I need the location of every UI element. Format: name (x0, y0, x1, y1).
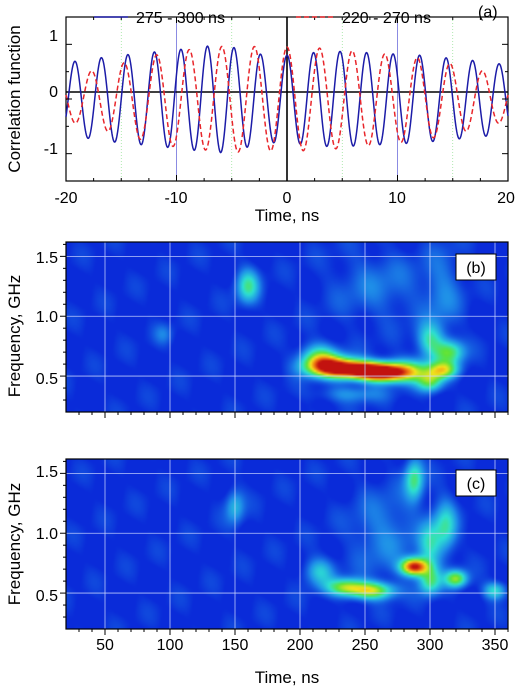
panel-c-xtick-label: 200 (287, 637, 314, 654)
panel-b-ytick-label: 0.5 (36, 371, 58, 388)
panel-c-xtick-label: 250 (352, 637, 379, 654)
legend: 275 - 300 ns 220 - 270 ns (94, 10, 431, 27)
panel-a-xtick-label: 20 (497, 190, 515, 207)
panel-c-xaxis-title: Time, ns (255, 668, 320, 687)
panel-b-tag-box (455, 253, 497, 281)
panel-c-gridlines (66, 459, 508, 629)
series-275-300-line (65, 45, 509, 154)
series-220-270-line (65, 45, 509, 153)
panel-b: (b) 1.5 1.0 0.5 Frequency, GHz (5, 241, 509, 418)
legend-label-series-1: 275 - 300 ns (136, 10, 225, 27)
panel-a-ytick-label: 1 (49, 28, 58, 45)
panel-c-xtick-label: 150 (222, 637, 249, 654)
panel-a-xtick-label: -10 (164, 190, 187, 207)
panel-c-tag: (c) (467, 476, 486, 493)
panel-c-ytick-label: 1.5 (36, 464, 58, 481)
panel-a-ytick-label: -1 (44, 141, 58, 158)
panel-b-heatmap (66, 242, 508, 412)
panel-a-xtick-label: 0 (283, 190, 292, 207)
panel-a-gridlines (120, 17, 454, 181)
panel-c-xtick-label: 100 (157, 637, 184, 654)
panel-c-xtick-label: 350 (482, 637, 509, 654)
panel-a-tag: (a) (478, 4, 498, 21)
panel-c: (c) 1.5 1.0 0.5 50 100 150 200 250 300 3… (5, 458, 509, 687)
panel-c-ticks (60, 460, 509, 635)
panel-b-ytick-label: 1.0 (36, 309, 58, 326)
panel-c-heatmap (66, 459, 508, 629)
panel-b-ticks (60, 243, 509, 418)
panel-a-curves (65, 45, 509, 154)
panel-c-ytick-label: 1.0 (36, 526, 58, 543)
panel-a-ytick-label: 0 (49, 84, 58, 101)
panel-a-xaxis-title: Time, ns (255, 206, 320, 225)
panel-c-xtick-label: 50 (96, 637, 114, 654)
legend-label-series-2: 220 - 270 ns (342, 10, 431, 27)
panel-b-tag: (b) (466, 260, 486, 277)
panel-a-xtick-label: -20 (54, 190, 77, 207)
panel-a-yaxis-title: Correlation function (5, 25, 24, 172)
panel-a-xtick-label: 10 (388, 190, 406, 207)
panel-c-tag-box (455, 469, 497, 497)
panel-c-ytick-label: 0.5 (36, 588, 58, 605)
panel-c-xtick-label: 300 (417, 637, 444, 654)
panel-c-yaxis-title: Frequency, GHz (5, 483, 24, 606)
panel-b-ytick-label: 1.5 (36, 250, 58, 267)
panel-b-gridlines (66, 242, 508, 412)
panel-b-yaxis-title: Frequency, GHz (5, 275, 24, 398)
panel-a-ticks (65, 16, 509, 182)
panel-a: 275 - 300 ns 220 - 270 ns (a) 1 0 -1 -20… (5, 4, 515, 225)
